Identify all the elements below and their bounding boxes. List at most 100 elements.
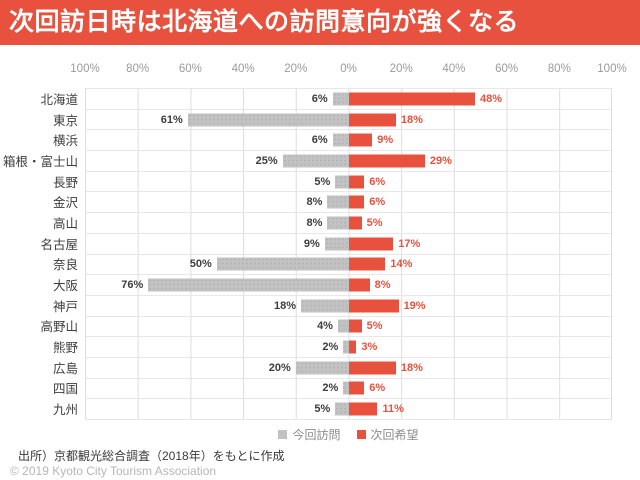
value-label-current-visit: 6% [311,134,328,147]
category-label: 金沢 [52,196,78,211]
value-label-next-wish: 17% [398,237,421,250]
bar-next-wish [348,361,396,375]
chart-row: 2% 6% [85,379,612,400]
category-label: 高野山 [40,320,78,335]
chart-row: 25% 29% [85,151,612,172]
category-label: 熊野 [52,341,78,356]
value-label-next-wish: 18% [400,113,423,126]
legend: 今回訪問 次回希望 [85,426,612,443]
legend-marker-red-icon [356,430,366,439]
axis-tick: 100% [70,63,100,75]
axis-tick: 40% [442,63,466,75]
axis-tick: 20% [284,63,308,75]
value-label-next-wish: 6% [369,196,386,209]
value-label-next-wish: 5% [366,320,383,333]
value-label-current-visit: 61% [160,113,183,126]
bar-current-visit [327,216,349,230]
category-label: 奈良 [52,258,78,273]
bar-next-wish [348,340,357,354]
category-label: 東京 [52,113,78,128]
value-label-current-visit: 25% [255,154,278,167]
value-label-next-wish: 6% [369,175,386,188]
chart-row: 50% 14% [85,255,612,276]
category-label: 大阪 [52,279,78,294]
axis-tick: 80% [126,63,150,75]
value-label-current-visit: 9% [303,237,320,250]
value-label-next-wish: 9% [377,134,394,147]
value-label-current-visit: 76% [121,279,144,292]
bar-next-wish [348,195,365,209]
bar-next-wish [348,92,475,106]
chart-row: 2% 3% [85,337,612,358]
bar-next-wish [348,237,394,251]
chart-row: 8% 5% [85,213,612,234]
bar-current-visit [282,154,349,168]
bar-current-visit [148,278,349,292]
copyright-note: © 2019 Kyoto City Tourism Association [10,464,217,478]
value-label-current-visit: 5% [314,175,331,188]
bar-current-visit [301,299,349,313]
axis-tick: 40% [231,63,255,75]
chart-row: 4% 5% [85,317,612,338]
value-label-next-wish: 8% [374,279,391,292]
value-label-next-wish: 14% [390,258,413,271]
category-label: 四国 [52,382,78,397]
value-label-current-visit: 5% [314,403,331,416]
bar-next-wish [348,381,365,395]
category-label: 広島 [52,361,78,376]
bar-current-visit [343,340,349,354]
chart-row: 6% 48% [85,89,612,110]
chart-row: 18% 19% [85,296,612,317]
bar-next-wish [348,133,373,147]
value-label-current-visit: 8% [306,196,323,209]
bar-current-visit [337,319,349,333]
chart-row: 8% 6% [85,192,612,214]
value-label-next-wish: 48% [479,92,502,105]
bar-current-visit [343,381,349,395]
bar-next-wish [348,278,370,292]
bar-next-wish [348,216,362,230]
bar-current-visit [332,133,349,147]
value-label-next-wish: 6% [369,382,386,395]
value-label-current-visit: 2% [322,382,339,395]
bar-next-wish [348,257,386,271]
value-label-next-wish: 5% [366,216,383,229]
value-label-current-visit: 6% [311,92,328,105]
value-label-current-visit: 20% [268,361,291,374]
axis-tick: 80% [547,63,571,75]
bar-current-visit [187,113,349,127]
bar-next-wish [348,319,362,333]
bar-current-visit [335,402,349,416]
source-note: 出所）京都観光総合調査（2018年）をもとに作成 [18,449,285,463]
bar-next-wish [348,175,365,189]
bar-next-wish [348,154,425,168]
value-label-next-wish: 18% [400,361,423,374]
chart-row: 5% 11% [85,399,612,420]
legend-item-current-visit: 今回訪問 [278,426,341,443]
bar-current-visit [324,237,349,251]
value-label-next-wish: 11% [382,403,404,416]
bar-next-wish [348,299,399,313]
axis-tick: 100% [597,63,627,75]
value-label-current-visit: 50% [189,258,212,271]
chart-row: 6% 9% [85,130,612,152]
bar-current-visit [327,195,349,209]
category-label: 名古屋 [40,237,78,252]
category-label: 長野 [52,175,78,190]
chart-row: 9% 17% [85,234,612,255]
chart-row: 61% 18% [85,110,612,131]
axis-tick: 20% [389,63,413,75]
legend-label-current-visit: 今回訪問 [292,428,341,442]
page-title: 次回訪日時は北海道への訪問意向が強くなる [0,0,640,45]
legend-item-next-wish: 次回希望 [356,426,419,443]
category-labels: 北海道 東京 横浜 箱根・富士山 長野 金沢 高山 名古屋 奈良 大阪 神戸 高野山 熊野 広島 四国 九州 [0,88,78,419]
category-label: 九州 [52,403,78,418]
bar-next-wish [348,113,396,127]
chart-row: 5% 6% [85,172,612,193]
bar-current-visit [335,175,349,189]
category-label: 神戸 [52,299,78,314]
value-label-current-visit: 8% [306,216,323,229]
chart-row: 76% 8% [85,275,612,296]
value-label-current-visit: 18% [274,299,297,312]
